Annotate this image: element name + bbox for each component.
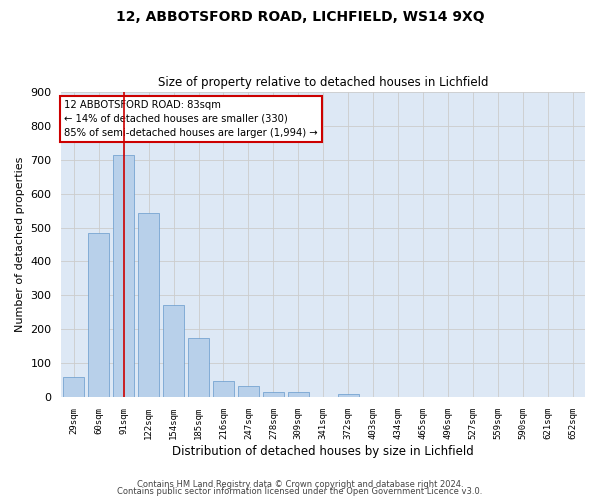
Y-axis label: Number of detached properties: Number of detached properties	[15, 157, 25, 332]
Bar	[287, 392, 309, 397]
Bar	[163, 305, 184, 397]
Text: Contains HM Land Registry data © Crown copyright and database right 2024.: Contains HM Land Registry data © Crown c…	[137, 480, 463, 489]
Bar	[188, 338, 209, 397]
Bar	[238, 386, 259, 397]
Bar	[113, 155, 134, 397]
Text: Contains public sector information licensed under the Open Government Licence v3: Contains public sector information licen…	[118, 488, 482, 496]
Title: Size of property relative to detached houses in Lichfield: Size of property relative to detached ho…	[158, 76, 488, 90]
Text: 12, ABBOTSFORD ROAD, LICHFIELD, WS14 9XQ: 12, ABBOTSFORD ROAD, LICHFIELD, WS14 9XQ	[116, 10, 484, 24]
Text: 12 ABBOTSFORD ROAD: 83sqm
← 14% of detached houses are smaller (330)
85% of semi: 12 ABBOTSFORD ROAD: 83sqm ← 14% of detac…	[64, 100, 317, 138]
Bar	[63, 376, 85, 397]
X-axis label: Distribution of detached houses by size in Lichfield: Distribution of detached houses by size …	[172, 444, 474, 458]
Bar	[213, 382, 234, 397]
Bar	[138, 213, 159, 397]
Bar	[263, 392, 284, 397]
Bar	[88, 234, 109, 397]
Bar	[338, 394, 359, 397]
